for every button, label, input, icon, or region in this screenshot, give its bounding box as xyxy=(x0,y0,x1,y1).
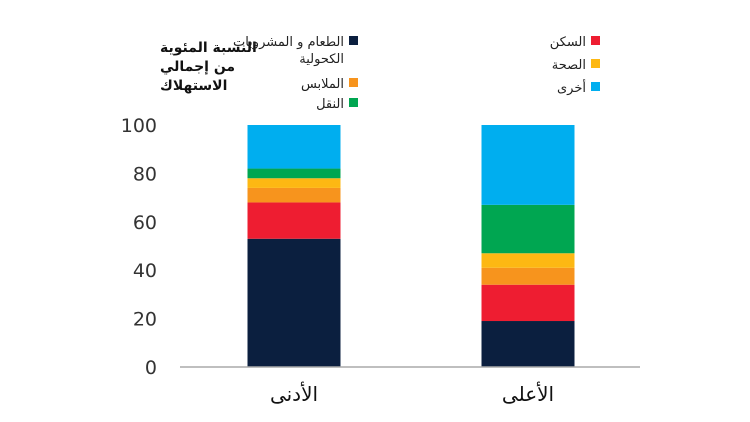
legend-label: الملابس xyxy=(301,77,344,92)
bar-segment xyxy=(247,178,341,188)
y-axis-label-line: من إجمالي xyxy=(160,59,235,75)
y-tick-label: 100 xyxy=(121,115,157,137)
y-axis-label-line: الاستهلاك xyxy=(160,78,227,94)
legend-label: السكن xyxy=(550,35,586,50)
bar-segment xyxy=(481,321,575,367)
y-tick-label: 20 xyxy=(133,309,157,331)
bar-segment xyxy=(247,125,341,169)
bar-segment xyxy=(481,284,575,322)
legend-swatch xyxy=(591,36,600,45)
y-tick-label: 60 xyxy=(133,212,157,234)
y-tick-label: 0 xyxy=(145,357,157,379)
legend-swatch xyxy=(591,59,600,68)
bar-segment xyxy=(481,253,575,268)
bar-segment xyxy=(481,204,575,254)
y-tick-label: 80 xyxy=(133,163,157,185)
x-axis-categories: الأدنى الأعلى xyxy=(270,382,554,406)
x-category-label: الأعلى xyxy=(502,382,554,406)
bars xyxy=(247,125,575,367)
bar-segment xyxy=(247,168,341,179)
bar-segment xyxy=(481,267,575,285)
bar-segment xyxy=(247,238,341,367)
bar-segment xyxy=(247,202,341,239)
y-axis-label: النسبة المئوية من إجمالي الاستهلاك xyxy=(160,40,257,94)
legend-swatch xyxy=(349,36,358,45)
legend-swatch xyxy=(349,78,358,87)
y-axis-label-line: النسبة المئوية xyxy=(160,40,257,56)
legend-label: أخرى xyxy=(557,79,586,96)
legend-swatch xyxy=(349,98,358,107)
legend-swatch xyxy=(591,82,600,91)
legend-label: الكحولية xyxy=(299,52,344,67)
y-axis-ticks: 0 20 40 60 80 100 xyxy=(121,115,157,379)
legend: الطعام و المشروبات الكحولية الملابس النقل ال… xyxy=(233,35,600,112)
legend-label: الصحة xyxy=(552,58,586,73)
bar-segment xyxy=(481,125,575,205)
bar-segment xyxy=(247,187,341,203)
legend-label: النقل xyxy=(316,97,344,112)
x-category-label: الأدنى xyxy=(270,382,318,406)
legend-label: الطعام و المشروبات xyxy=(233,35,344,50)
y-tick-label: 40 xyxy=(133,260,157,282)
